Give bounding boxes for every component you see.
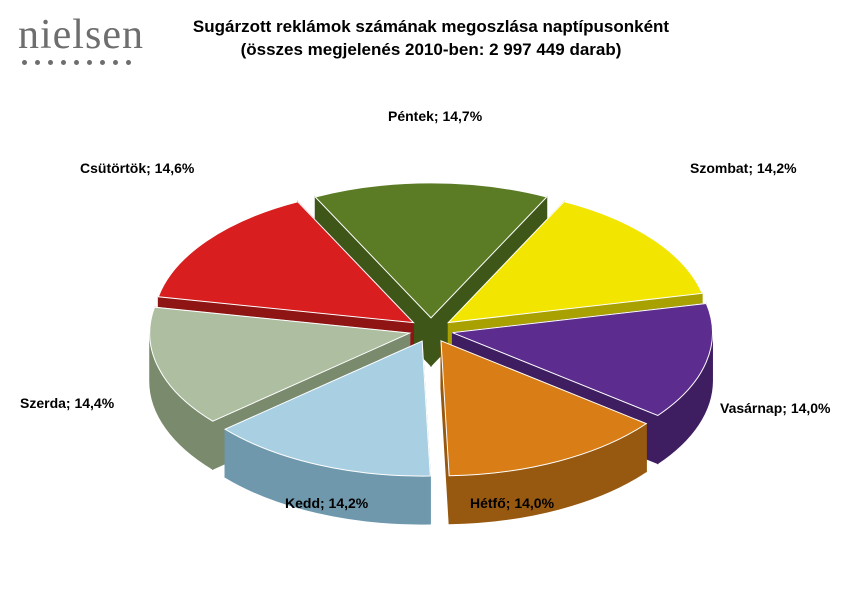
slice-label-hétfő: Hétfő; 14,0% — [470, 495, 554, 511]
slice-label-kedd: Kedd; 14,2% — [285, 495, 368, 511]
slice-label-csütörtök: Csütörtök; 14,6% — [80, 160, 194, 176]
slice-label-péntek: Péntek; 14,7% — [388, 108, 482, 124]
pie-chart — [0, 0, 862, 599]
slice-label-szombat: Szombat; 14,2% — [690, 160, 797, 176]
slice-label-vasárnap: Vasárnap; 14,0% — [720, 400, 831, 416]
slice-label-szerda: Szerda; 14,4% — [20, 395, 114, 411]
